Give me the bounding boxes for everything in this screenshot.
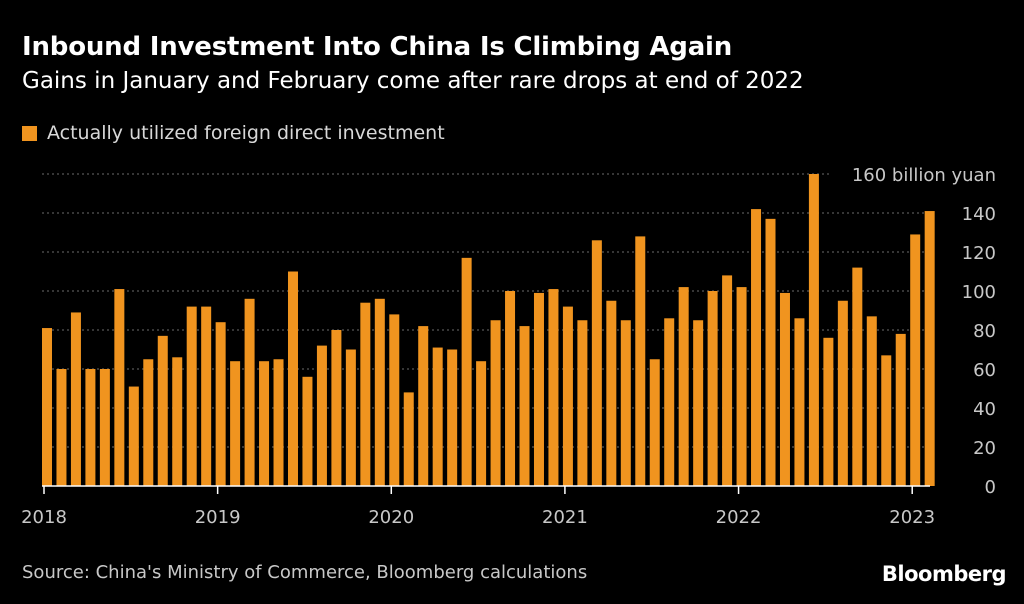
- chart-title: Inbound Investment Into China Is Climbin…: [22, 32, 733, 62]
- bar-2023-02: [924, 211, 935, 487]
- bar-2018-04: [85, 369, 96, 486]
- bar-2019-05: [273, 359, 284, 486]
- bar-2021-07: [649, 359, 660, 486]
- y-tick-label: 120: [962, 243, 996, 264]
- bar-2019-09: [331, 330, 342, 486]
- bar-2018-06: [114, 289, 125, 486]
- legend-label: Actually utilized foreign direct investm…: [47, 122, 445, 144]
- y-tick-label: 0: [985, 477, 996, 498]
- bar-2018-05: [99, 369, 110, 486]
- bar-2019-06: [287, 271, 298, 486]
- bar-2020-09: [505, 291, 516, 486]
- bar-2018-08: [143, 359, 154, 486]
- bar-2018-09: [157, 335, 168, 486]
- bar-2020-05: [447, 349, 458, 486]
- y-tick-label: 140: [962, 204, 996, 225]
- bar-2022-09: [852, 267, 863, 486]
- legend-swatch: [22, 125, 37, 141]
- bar-2022-10: [866, 316, 877, 486]
- bar-2022-12: [895, 333, 906, 486]
- x-tick-label: 2020: [368, 507, 414, 528]
- bar-2019-07: [302, 376, 313, 486]
- x-tick-label: 2022: [716, 507, 762, 528]
- bar-2022-01: [736, 287, 747, 486]
- x-tick-label: 2023: [889, 507, 935, 528]
- bar-2021-06: [635, 236, 646, 486]
- bar-2020-04: [432, 347, 443, 486]
- bar-2018-02: [56, 369, 67, 486]
- bar-2020-06: [461, 257, 472, 486]
- x-tick-label: 2018: [21, 507, 67, 528]
- bar-2018-01: [42, 328, 52, 486]
- bar-2019-02: [230, 361, 241, 486]
- bar-2022-08: [837, 300, 848, 486]
- bar-2023-01: [910, 234, 921, 486]
- bar-2020-02: [403, 392, 414, 486]
- bar-2022-02: [751, 209, 762, 486]
- y-tick-label: 100: [962, 282, 996, 303]
- bar-2021-04: [606, 300, 617, 486]
- bar-2021-01: [562, 306, 573, 486]
- y-tick-label: 80: [973, 321, 996, 342]
- bar-2021-11: [707, 291, 718, 486]
- bar-2019-08: [316, 345, 327, 486]
- bar-2021-10: [693, 320, 704, 486]
- x-tick-label: 2021: [542, 507, 588, 528]
- bar-2019-11: [360, 302, 371, 486]
- bar-2019-10: [345, 349, 356, 486]
- bar-2018-12: [201, 306, 212, 486]
- bar-2021-08: [664, 318, 675, 486]
- bar-2022-05: [794, 318, 805, 486]
- bar-2018-03: [70, 312, 81, 486]
- bar-2020-01: [389, 314, 400, 486]
- y-tick-label: 40: [973, 399, 996, 420]
- bar-2019-03: [244, 298, 255, 486]
- bar-2021-12: [722, 275, 733, 486]
- bar-2019-12: [374, 298, 385, 486]
- bar-2021-03: [591, 240, 602, 486]
- bar-2020-03: [418, 326, 429, 486]
- bar-2021-09: [678, 287, 689, 486]
- bar-2018-11: [186, 306, 197, 486]
- x-tick-label: 2019: [195, 507, 241, 528]
- bloomberg-logo: Bloomberg: [881, 562, 1007, 586]
- bar-2018-07: [128, 386, 139, 486]
- y-tick-label: 20: [973, 438, 996, 459]
- source-note: Source: China's Ministry of Commerce, Bl…: [22, 562, 588, 583]
- bar-2022-11: [881, 355, 892, 486]
- bar-2020-08: [490, 320, 501, 486]
- bar-2022-06: [808, 174, 819, 486]
- y-tick-label: 160 billion yuan: [852, 165, 996, 186]
- chart-subtitle: Gains in January and February come after…: [22, 68, 804, 94]
- bar-2020-12: [548, 289, 559, 486]
- y-tick-label: 60: [973, 360, 996, 381]
- bar-2022-03: [765, 218, 776, 486]
- bar-2018-10: [172, 357, 183, 486]
- bar-2020-07: [476, 361, 487, 486]
- legend: Actually utilized foreign direct investm…: [22, 122, 445, 144]
- bar-2021-02: [577, 320, 588, 486]
- bar-2019-01: [215, 322, 226, 486]
- bar-2019-04: [259, 361, 270, 486]
- bar-2022-07: [823, 337, 834, 486]
- bar-2022-04: [779, 292, 790, 486]
- bar-2020-11: [533, 292, 544, 486]
- bar-2021-05: [620, 320, 631, 486]
- bar-2020-10: [519, 326, 530, 486]
